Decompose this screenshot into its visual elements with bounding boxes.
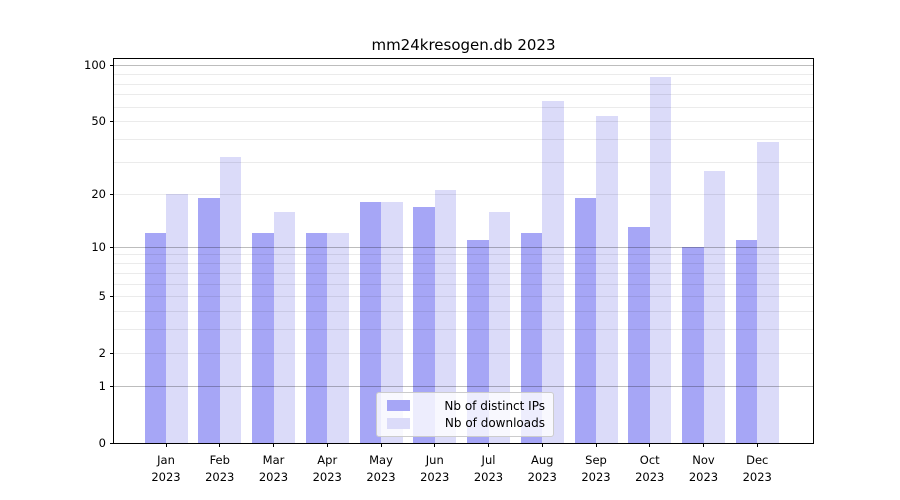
legend-label-distinct-ips: Nb of distinct IPs <box>444 398 545 413</box>
y-tick-2 <box>110 352 114 354</box>
bar-nb-of-distinct-ips-nov-2023 <box>682 247 704 443</box>
gridline-minor-2 <box>114 352 813 354</box>
gridline-minor-70 <box>114 94 813 96</box>
gridline-minor-8 <box>114 263 813 264</box>
gridline-minor-40 <box>114 139 813 141</box>
x-tick-label-feb-2023: Feb 2023 <box>205 453 235 484</box>
gridline-major-1 <box>114 385 813 387</box>
y-tick-label-100: 100 <box>84 58 106 73</box>
bar-nb-of-distinct-ips-jan-2023 <box>144 233 166 443</box>
y-tick-1 <box>110 385 114 387</box>
gridline-minor-6 <box>114 283 813 285</box>
x-tick-label-dec-2023: Dec 2023 <box>742 453 772 484</box>
gridline-minor-20 <box>114 193 813 195</box>
bar-nb-of-downloads-sep-2023 <box>596 115 618 443</box>
x-tick-mar-2023 <box>273 443 274 447</box>
gridline-minor-50 <box>114 121 813 123</box>
legend-swatch-distinct-ips <box>387 400 410 412</box>
y-tick-label-0: 0 <box>98 435 106 450</box>
chart-title: mm24kresogen.db 2023 <box>371 36 556 54</box>
gridline-minor-90 <box>114 73 813 75</box>
x-tick-aug-2023 <box>541 443 543 447</box>
bar-nb-of-downloads-may-2023 <box>381 202 403 443</box>
bar-nb-of-distinct-ips-may-2023 <box>359 202 381 443</box>
bar-nb-of-downloads-mar-2023 <box>273 211 295 443</box>
bar-nb-of-downloads-feb-2023 <box>219 157 242 443</box>
x-tick-feb-2023 <box>219 443 221 447</box>
bar-nb-of-distinct-ips-aug-2023 <box>520 233 543 443</box>
bar-nb-of-distinct-ips-feb-2023 <box>198 198 220 443</box>
bar-nb-of-distinct-ips-mar-2023 <box>252 233 274 443</box>
bar-nb-of-distinct-ips-jun-2023 <box>413 206 435 443</box>
x-tick-may-2023 <box>380 443 382 447</box>
bar-nb-of-distinct-ips-apr-2023 <box>305 233 328 443</box>
legend-item-distinct-ips: Nb of distinct IPs <box>385 399 545 413</box>
x-tick-jul-2023 <box>488 443 489 447</box>
x-tick-label-jun-2023: Jun 2023 <box>420 453 450 484</box>
legend-swatch-downloads <box>387 417 410 429</box>
y-tick-20 <box>110 193 114 195</box>
gridline-minor-4 <box>114 311 813 313</box>
x-tick-apr-2023 <box>326 443 328 447</box>
x-tick-label-aug-2023: Aug 2023 <box>527 453 557 484</box>
legend-label-downloads: Nb of downloads <box>444 416 545 431</box>
y-tick-5 <box>110 296 114 298</box>
legend-item-downloads: Nb of downloads <box>385 416 545 430</box>
gridline-minor-5 <box>114 296 813 298</box>
bar-nb-of-downloads-nov-2023 <box>703 170 725 443</box>
x-tick-label-jul-2023: Jul 2023 <box>473 453 504 484</box>
gridline-minor-80 <box>114 83 813 85</box>
x-tick-dec-2023 <box>756 443 758 447</box>
x-tick-label-may-2023: May 2023 <box>366 453 396 484</box>
y-tick-label-1: 1 <box>98 378 106 393</box>
plot-area <box>113 58 814 444</box>
bar-nb-of-downloads-jul-2023 <box>488 211 510 443</box>
bar-nb-of-downloads-apr-2023 <box>327 233 349 443</box>
gridline-minor-30 <box>114 161 813 163</box>
y-tick-label-5: 5 <box>98 289 106 304</box>
x-tick-jan-2023 <box>165 443 167 447</box>
y-tick-0 <box>110 442 114 444</box>
x-tick-label-mar-2023: Mar 2023 <box>258 453 289 484</box>
y-tick-label-2: 2 <box>98 345 106 360</box>
bar-nb-of-downloads-jan-2023 <box>166 194 188 443</box>
x-tick-label-oct-2023: Oct 2023 <box>635 453 665 484</box>
gridline-minor-9 <box>114 254 813 256</box>
x-tick-jun-2023 <box>434 443 436 447</box>
bar-nb-of-distinct-ips-dec-2023 <box>735 239 758 443</box>
gridline-minor-7 <box>114 272 813 274</box>
bar-nb-of-distinct-ips-oct-2023 <box>628 227 650 443</box>
x-tick-label-sep-2023: Sep 2023 <box>581 453 611 484</box>
y-tick-100 <box>110 65 114 67</box>
bar-nb-of-distinct-ips-sep-2023 <box>574 198 596 443</box>
bar-nb-of-downloads-oct-2023 <box>649 77 672 443</box>
x-tick-oct-2023 <box>649 443 651 447</box>
bar-nb-of-downloads-dec-2023 <box>757 141 779 443</box>
legend: Nb of distinct IPs Nb of downloads <box>376 392 554 437</box>
x-tick-nov-2023 <box>703 443 704 447</box>
x-tick-label-nov-2023: Nov 2023 <box>688 453 719 484</box>
y-tick-label-50: 50 <box>91 114 106 129</box>
bar-nb-of-downloads-jun-2023 <box>434 190 457 443</box>
x-tick-label-apr-2023: Apr 2023 <box>312 453 342 484</box>
gridline-minor-3 <box>114 329 813 331</box>
y-tick-50 <box>110 121 114 123</box>
y-tick-label-20: 20 <box>91 186 106 201</box>
x-tick-sep-2023 <box>595 443 597 447</box>
bar-nb-of-downloads-aug-2023 <box>542 100 564 443</box>
y-tick-10 <box>110 246 114 248</box>
x-tick-label-jan-2023: Jan 2023 <box>151 453 181 484</box>
gridline-minor-60 <box>114 106 813 108</box>
gridline-major-100 <box>114 65 813 67</box>
y-tick-label-10: 10 <box>91 239 106 254</box>
gridline-major-10 <box>114 246 813 248</box>
